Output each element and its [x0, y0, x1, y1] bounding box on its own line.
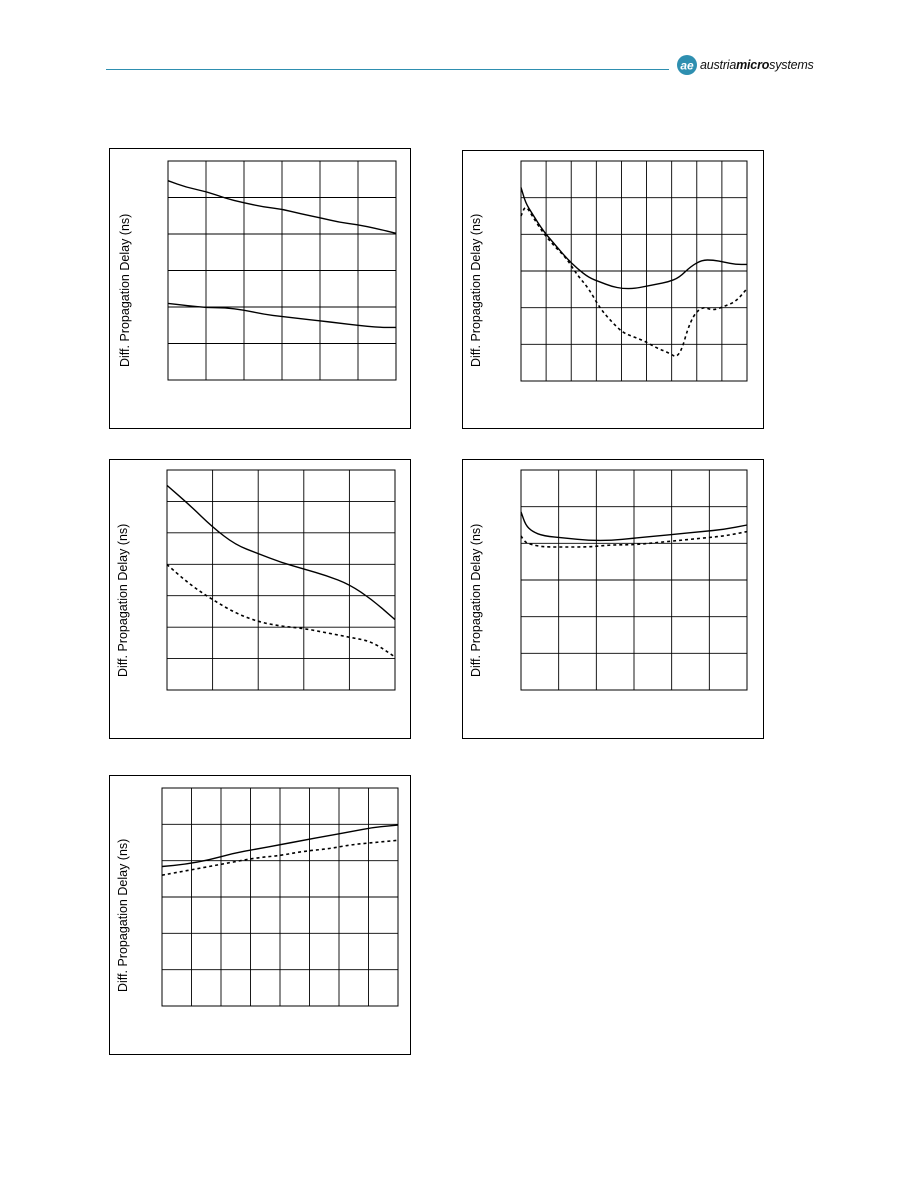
plot-frame	[161, 787, 399, 1007]
chart-svg	[161, 787, 399, 1007]
plot-frame	[166, 469, 396, 691]
series-line-1-solid	[520, 187, 747, 290]
plot-frame	[520, 160, 748, 382]
chart-panel-5: Diff. Propagation Delay (ns)	[109, 775, 411, 1055]
logo-text-pre: austria	[700, 58, 737, 72]
chart-svg	[166, 469, 396, 691]
series-line-1-solid	[167, 180, 397, 234]
chart-panel-1: Diff. Propagation Delay (ns)	[109, 148, 411, 429]
series-line-2-solid	[167, 302, 396, 329]
series-line-2-dashed	[166, 563, 396, 658]
chart-svg	[167, 160, 397, 381]
logo-text-bold: micro	[736, 58, 770, 72]
svg-text:ae: ae	[680, 59, 694, 73]
series-line-1-solid	[520, 511, 748, 542]
plot-frame	[520, 469, 748, 691]
plot-frame	[167, 160, 397, 381]
chart-svg	[520, 469, 748, 691]
company-logo: ae austriamicrosystems	[676, 54, 814, 76]
ams-logo-icon: ae	[677, 55, 697, 75]
logo-text-post: systems	[769, 58, 814, 72]
header-rule	[106, 69, 669, 70]
chart-panel-3: Diff. Propagation Delay (ns)	[109, 459, 411, 739]
series-line-1-solid	[161, 824, 399, 868]
series-line-2-dashed	[161, 839, 399, 876]
chart-svg	[520, 160, 748, 382]
series-line-1-solid	[166, 484, 396, 621]
chart-panel-4: Diff. Propagation Delay (ns)	[462, 459, 764, 739]
series-line-2-dashed	[520, 206, 748, 357]
chart-panel-2: Diff. Propagation Delay (ns)	[462, 150, 764, 429]
